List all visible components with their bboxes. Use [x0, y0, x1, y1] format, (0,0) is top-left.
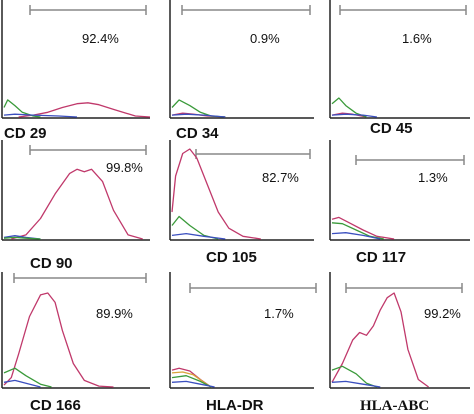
histogram-plot [3, 168, 143, 240]
percent-label: 99.8% [106, 160, 143, 175]
gate-bar [29, 145, 147, 155]
marker-label: CD 166 [30, 397, 81, 414]
panel-cd117: 1.3% CD 117 [329, 140, 470, 266]
histogram-series-2 [331, 113, 377, 118]
percent-label: 0.9% [250, 31, 280, 46]
percent-label: 89.9% [96, 306, 133, 321]
gate-bar [13, 273, 147, 283]
gate-bar [355, 155, 465, 165]
histogram-series-0 [331, 292, 429, 388]
panel-cd166: 89.9% CD 166 [1, 272, 150, 414]
panel-cd29: 92.4% CD 29 [1, 0, 151, 142]
histogram-plot [171, 367, 215, 388]
histogram-plot [331, 292, 429, 388]
panel-cd34: 0.9% CD 34 [169, 0, 314, 142]
histogram-series-2 [331, 232, 381, 240]
gate-bar [195, 149, 311, 159]
percent-label: 99.2% [424, 306, 461, 321]
gate-bar [345, 283, 463, 293]
gate-bar [181, 5, 311, 15]
percent-label: 1.3% [418, 170, 448, 185]
histogram-series-0 [3, 292, 114, 388]
percent-label: 92.4% [82, 31, 119, 46]
marker-label: CD 34 [176, 125, 219, 142]
gate-bar [189, 283, 317, 293]
histogram-series-1 [331, 365, 378, 388]
panel-cd90: 99.8% CD 90 [1, 140, 150, 272]
histogram-series-1 [171, 215, 219, 240]
histogram-plot [3, 99, 151, 118]
marker-label: CD 45 [370, 120, 413, 137]
histogram-series-3 [171, 380, 215, 388]
percent-label: 1.6% [402, 31, 432, 46]
gate-bar [29, 5, 147, 15]
panel-hla-abc: 99.2% HLA-ABC [329, 272, 470, 414]
marker-label: HLA-DR [206, 397, 264, 414]
histogram-series-2 [3, 113, 78, 118]
marker-label: CD 90 [30, 255, 73, 272]
percent-label: 82.7% [262, 170, 299, 185]
histogram-plot [171, 148, 261, 240]
histogram-series-2 [171, 113, 226, 118]
panel-hla-dr: 1.7% HLA-DR [169, 272, 317, 414]
histogram-series-0 [331, 216, 395, 240]
histogram-series-2 [3, 379, 41, 388]
histogram-series-2 [171, 232, 226, 240]
panel-cd45: 1.6% CD 45 [329, 0, 470, 137]
histogram-series-0 [11, 168, 143, 240]
histogram-series-1 [3, 367, 52, 388]
histogram-series-2 [171, 375, 212, 388]
histogram-series-2 [331, 380, 381, 388]
histogram-series-1 [3, 99, 41, 118]
histogram-plot [3, 292, 114, 388]
histogram-series-0 [171, 148, 261, 240]
histogram-plot [171, 99, 226, 118]
marker-label: CD 105 [206, 249, 257, 266]
panel-cd105: 82.7% CD 105 [169, 140, 314, 266]
marker-label: CD 29 [4, 125, 47, 142]
histogram-plot [331, 216, 395, 240]
marker-label: CD 117 [356, 249, 406, 266]
gate-bar [339, 5, 467, 15]
marker-label: HLA-ABC [360, 398, 429, 414]
histogram-series-0 [18, 102, 151, 118]
percent-label: 1.7% [264, 306, 294, 321]
histogram-plot [331, 97, 377, 118]
histogram-series-2 [3, 236, 41, 240]
